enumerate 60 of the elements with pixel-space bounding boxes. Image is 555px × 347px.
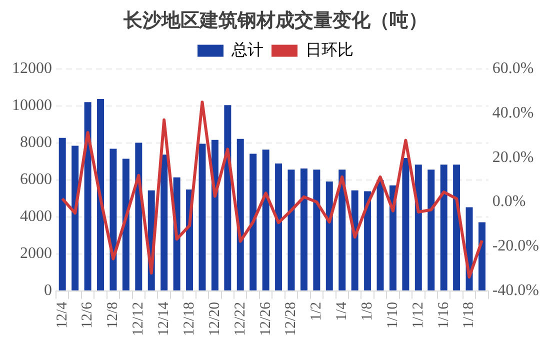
y2-tick-label: 20.0% [492,148,534,166]
legend-label: 日环比 [306,41,354,60]
x-tick-label: 12/26 [258,301,274,336]
bar [453,164,460,290]
bar [58,138,66,290]
bar [110,148,117,290]
bar [160,154,168,290]
y2-tick-label: -20.0% [492,238,539,255]
x-tick-label: 12/6 [80,301,96,329]
x-tick-label: 12/20 [206,302,223,336]
bar [211,140,218,290]
bar [84,102,92,290]
x-tick-label: 12/4 [54,301,70,329]
bar [72,146,79,290]
bar [275,164,282,290]
y-tick-label: 0 [44,282,52,300]
x-tick-label: 1/12 [410,302,426,329]
y2-tick-label: 40.0% [492,104,534,122]
x-tick-label: 1/18 [461,302,478,329]
bar [414,164,422,290]
bar [262,150,270,290]
y-tick-label: 10000 [12,97,52,114]
bar [224,105,232,290]
y2-tick-label: 0.0% [492,193,526,210]
y-tick-label: 6000 [20,171,52,188]
x-tick-label: 1/4 [334,301,350,322]
bar [402,158,410,290]
x-tick-label: 12/14 [156,301,172,336]
x-tick-label: 12/12 [130,302,147,336]
bar [250,154,257,290]
bar [428,170,435,290]
bar [478,222,486,290]
chart-title: 长沙地区建筑钢材成交量变化（吨） [122,9,428,32]
bar [440,164,448,290]
y-tick-label: 8000 [20,134,52,152]
bar [288,170,295,290]
y-tick-label: 4000 [20,208,52,226]
x-tick-label: 1/2 [308,302,325,322]
bar [364,191,372,290]
y-tick-label: 12000 [12,60,52,78]
x-tick-label: 1/16 [436,301,452,329]
bar [122,158,130,290]
y2-tick-label: -40.0% [492,282,539,300]
x-tick-label: 1/10 [384,302,401,329]
bar [300,168,308,290]
y2-tick-label: 60.0% [492,60,534,78]
y-tick-label: 2000 [20,245,52,262]
x-tick-label: 12/28 [283,302,300,336]
bar [236,138,244,290]
legend-label: 总计 [230,41,264,60]
bar [198,144,206,290]
x-tick-label: 12/22 [232,302,248,336]
bar [313,170,320,290]
x-tick-label: 1/8 [359,302,376,322]
x-tick-label: 12/18 [181,302,198,336]
bar [338,170,346,290]
x-tick-label: 12/8 [105,302,122,329]
bar [326,181,333,290]
bar [97,98,104,290]
bar [376,180,384,290]
